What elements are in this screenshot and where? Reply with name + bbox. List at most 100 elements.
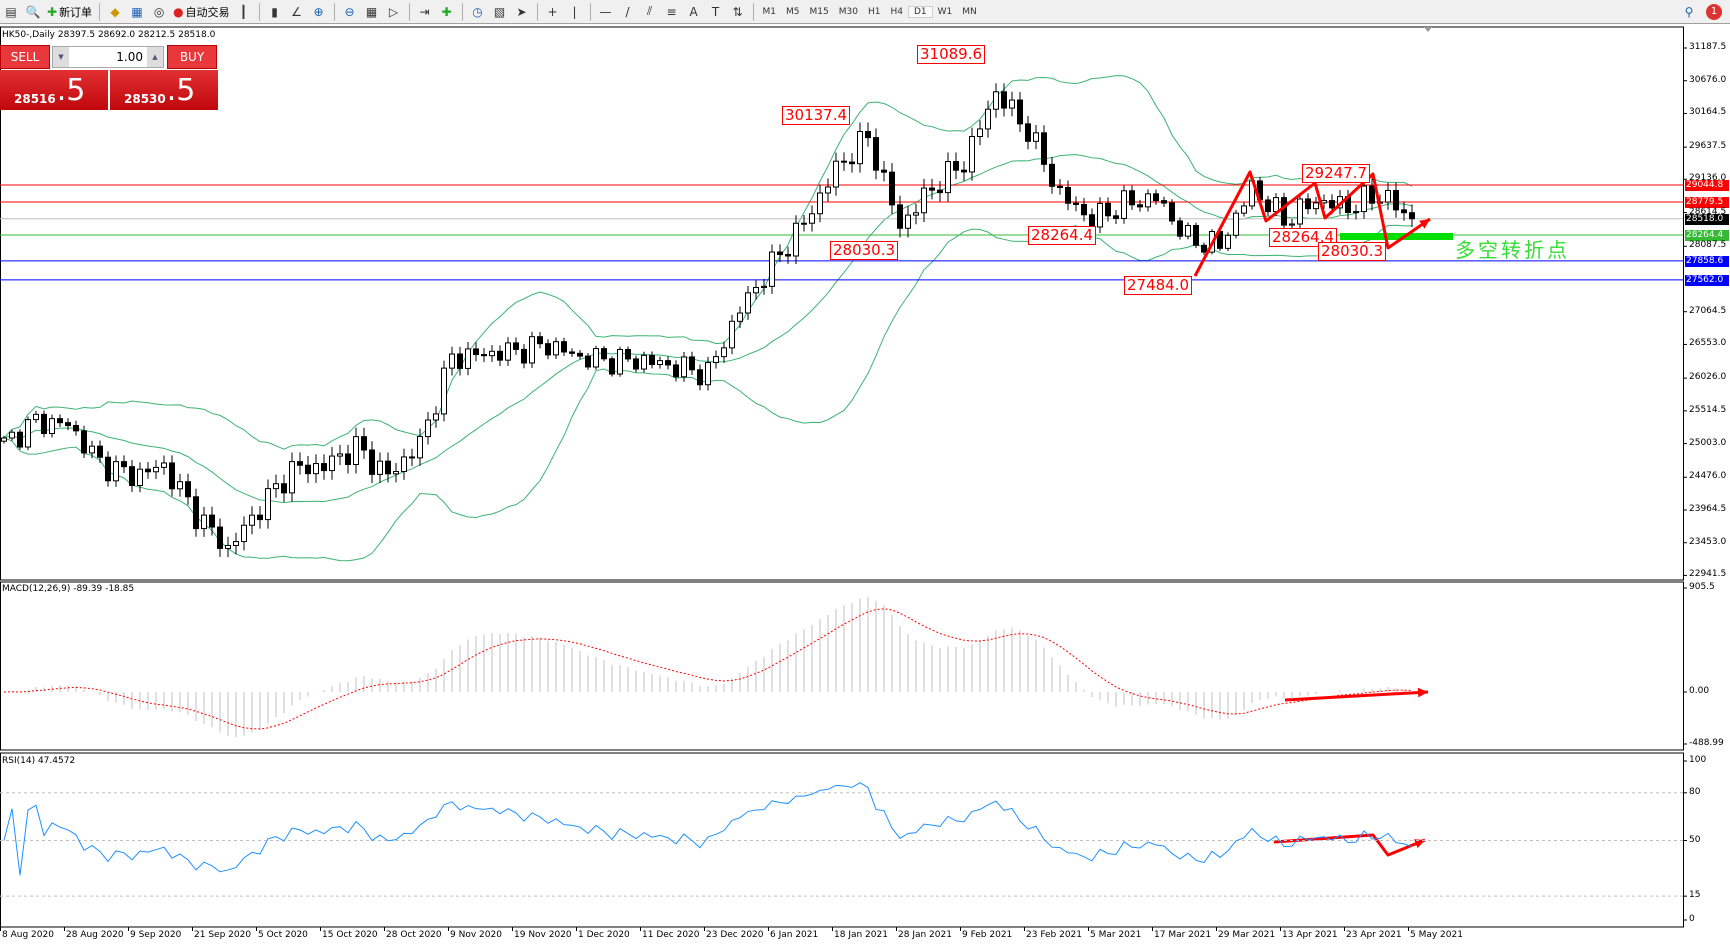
cursor-button[interactable]: ➤ — [511, 2, 533, 22]
bull-candle-body — [721, 347, 727, 358]
bear-candle-body — [305, 464, 311, 475]
candle — [1065, 180, 1071, 211]
timeframe-m5[interactable]: M5 — [786, 6, 800, 17]
sell-button[interactable]: SELL — [0, 45, 50, 69]
bear-candle-body — [1081, 203, 1087, 216]
candle — [1145, 189, 1151, 212]
zoom-in-button[interactable]: ⊕ — [308, 2, 330, 22]
candle — [1041, 125, 1047, 172]
price-axis-label: 26026.0 — [1689, 372, 1727, 383]
bollinger-lower-band — [3, 224, 1413, 562]
candle — [833, 152, 839, 196]
candlestick-button[interactable]: ▮ — [264, 2, 286, 22]
bull-candle-body — [553, 341, 559, 356]
buy-button[interactable]: BUY — [167, 45, 217, 69]
candle — [209, 506, 215, 536]
candle — [825, 178, 831, 202]
bull-candle-body — [9, 431, 15, 439]
candle — [433, 406, 439, 428]
increase-lot-button[interactable]: ▲ — [147, 47, 163, 67]
chart-window[interactable] — [0, 25, 1730, 944]
templates-button[interactable]: ▧ — [489, 2, 511, 22]
timeframe-mn[interactable]: MN — [962, 6, 977, 17]
metaeditor-button[interactable]: ◆ — [104, 2, 126, 22]
buy-price[interactable]: 28530.5 — [110, 70, 218, 110]
new-order-button[interactable]: ✚ 新订单 — [44, 2, 95, 22]
auto-scroll-icon: ▷ — [388, 4, 399, 19]
metaeditor-icon: ◆ — [110, 4, 120, 19]
bull-candle-body — [33, 413, 39, 421]
text-button[interactable]: A — [683, 2, 705, 22]
bull-candle-body — [465, 348, 471, 369]
date-axis-label: 29 Mar 2021 — [1218, 930, 1276, 940]
profiles-button[interactable]: 🔍 — [22, 2, 44, 22]
chart-canvas[interactable] — [0, 25, 1730, 944]
bull-candle-body — [401, 456, 407, 472]
candle — [665, 356, 671, 370]
lot-size-stepper[interactable]: ▼ 1.00 ▲ — [52, 46, 164, 68]
new-order-icon: ✚ — [47, 4, 58, 19]
signals-button[interactable]: ◎ — [148, 2, 170, 22]
price-axis-label: 26553.0 — [1689, 338, 1727, 349]
candle — [225, 536, 231, 558]
timeframe-d1[interactable]: D1 — [907, 5, 933, 18]
arrows-button[interactable]: ⇅ — [727, 2, 749, 22]
bear-candle-body — [457, 353, 463, 369]
date-axis-label: 17 Mar 2021 — [1154, 930, 1212, 940]
timeframe-m15[interactable]: M15 — [809, 6, 829, 17]
tile-windows-button[interactable]: ▦ — [361, 2, 383, 22]
candle — [713, 350, 719, 369]
date-axis-label: 28 Jan 2021 — [898, 930, 952, 940]
indicators-button[interactable]: ✚ — [436, 2, 458, 22]
timeframe-m1[interactable]: M1 — [762, 6, 777, 17]
buy-price-main: 28530 — [124, 92, 166, 106]
bear-candle-body — [689, 356, 695, 371]
timeframe-m30[interactable]: M30 — [838, 6, 858, 17]
bull-candle-body — [801, 222, 807, 225]
candle — [177, 473, 183, 497]
chart-shift-button[interactable]: ⇥ — [414, 2, 436, 22]
candle — [97, 440, 103, 463]
sell-price[interactable]: 28516.5 — [0, 70, 108, 110]
timeframe-h4[interactable]: H4 — [890, 6, 903, 17]
bear-candle-body — [1017, 99, 1023, 125]
notification-badge[interactable]: 1 — [1706, 3, 1722, 20]
candle — [1, 435, 7, 444]
decrease-lot-button[interactable]: ▼ — [53, 47, 69, 67]
lot-size-input[interactable]: 1.00 — [116, 50, 143, 64]
chart-shift-icon: ⇥ — [419, 4, 430, 19]
bull-candle-body — [977, 128, 983, 138]
line-chart-button[interactable]: ∠ — [286, 2, 308, 22]
bar-chart-button[interactable]: ┃ — [233, 2, 255, 22]
candle — [617, 346, 623, 377]
bull-candle-body — [713, 356, 719, 364]
horizontal-line-button[interactable]: — — [595, 2, 617, 22]
trendline-button[interactable]: / — [617, 2, 639, 22]
equidistant-channel-icon: ⫽ — [646, 4, 653, 18]
auto-trading-button[interactable]: ● 自动交易 — [170, 2, 232, 22]
candle — [361, 427, 367, 459]
macd-trend-arrow — [1284, 690, 1429, 702]
bear-candle-body — [1105, 202, 1111, 217]
zoom-out-button[interactable]: ⊖ — [339, 2, 361, 22]
timeframe-h1[interactable]: H1 — [867, 6, 881, 17]
candle — [353, 427, 359, 474]
crosshair-button[interactable]: + — [542, 2, 564, 22]
candle — [505, 337, 511, 366]
candle — [329, 446, 335, 480]
new-chart-button[interactable]: ▤ — [0, 2, 22, 22]
vertical-line-button[interactable]: | — [564, 2, 586, 22]
auto-scroll-button[interactable]: ▷ — [383, 2, 405, 22]
periods-button[interactable]: ◷ — [467, 2, 489, 22]
candle — [377, 452, 383, 484]
search-icon[interactable]: ⚲ — [1684, 4, 1694, 19]
bull-candle-body — [833, 160, 839, 188]
bear-candle-body — [473, 348, 479, 356]
text-label-button[interactable]: T — [705, 2, 727, 22]
candle — [153, 460, 159, 479]
equidistant-channel-button[interactable]: ⫽ — [639, 2, 661, 22]
candle — [969, 127, 975, 181]
navigator-button[interactable]: ▦ — [126, 2, 148, 22]
timeframe-w1[interactable]: W1 — [937, 6, 953, 17]
fibonacci-button[interactable]: ≡ — [661, 2, 683, 22]
